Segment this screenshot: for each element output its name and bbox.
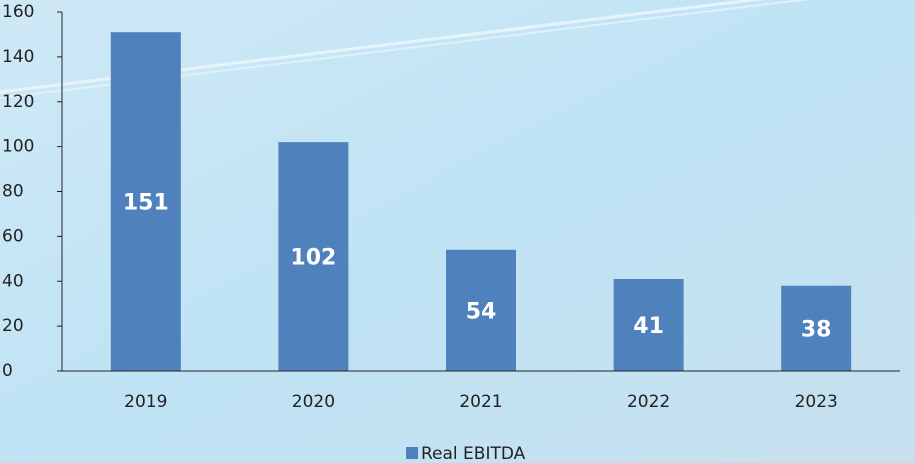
bar xyxy=(613,279,684,371)
y-tick-label: 80 xyxy=(2,182,24,202)
y-tick-label: 140 xyxy=(2,47,34,67)
x-tick-label: 2022 xyxy=(627,392,670,412)
x-tick-label: 2019 xyxy=(124,392,167,412)
y-tick-label: 60 xyxy=(2,226,24,246)
y-tick-label: 40 xyxy=(2,271,24,291)
data-label: 102 xyxy=(290,246,336,271)
legend-label: Real EBITDA xyxy=(421,444,526,463)
y-tick-label: 120 xyxy=(2,92,34,112)
y-tick-label: 0 xyxy=(2,361,13,381)
data-label: 54 xyxy=(466,299,497,324)
y-tick-label: 20 xyxy=(2,316,24,336)
data-label: 38 xyxy=(801,317,832,342)
bar xyxy=(446,249,516,371)
x-tick-label: 2020 xyxy=(292,392,335,412)
data-label: 151 xyxy=(123,191,169,216)
legend-swatch xyxy=(406,447,418,459)
bar xyxy=(110,32,181,371)
x-tick-label: 2023 xyxy=(795,392,838,412)
bar xyxy=(781,285,852,371)
y-tick-label: 100 xyxy=(2,137,34,157)
y-tick-label: 160 xyxy=(2,2,34,22)
data-label: 41 xyxy=(633,314,664,339)
x-tick-label: 2021 xyxy=(459,392,502,412)
bar xyxy=(278,142,349,371)
